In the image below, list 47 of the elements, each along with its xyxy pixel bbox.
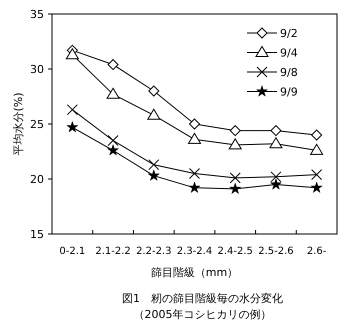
x-tick-label: 2.1-2.2 [95, 246, 131, 257]
point [148, 159, 160, 170]
point [270, 171, 282, 182]
point [229, 182, 241, 194]
point [270, 178, 282, 190]
y-axis-title: 平均水分(%) [12, 92, 25, 156]
x-tick-label: 0-2.1 [59, 246, 86, 257]
point [108, 59, 119, 70]
point [108, 135, 119, 146]
point [230, 172, 241, 184]
x-tick-label: 2.6- [306, 246, 327, 257]
point [66, 48, 79, 60]
y-tick-label: 25 [30, 118, 44, 131]
point [188, 182, 200, 193]
x-axis-title: 篩目階級（mm） [150, 266, 238, 279]
y-tick-label: 20 [30, 173, 44, 186]
point [66, 104, 78, 116]
point [228, 138, 242, 150]
point [310, 182, 322, 193]
x-tick-label: 2.4-2.5 [218, 246, 253, 257]
x-tick-label: 2.2-2.3 [136, 246, 172, 257]
point [189, 118, 200, 130]
x-tick-label: 2.5-2.6 [258, 246, 294, 257]
point [311, 130, 322, 140]
point [66, 121, 78, 132]
y-tick-label: 15 [30, 228, 44, 241]
point [106, 88, 120, 99]
point [107, 144, 119, 156]
point [311, 169, 322, 180]
y-tick-label: 35 [30, 8, 44, 21]
legend-label: 9/9 [280, 86, 298, 98]
point [230, 125, 241, 136]
text: 図1 籾の篩目階級毎の水分変化 [122, 292, 283, 305]
point [270, 125, 282, 136]
x-tick-label: 2.3-2.4 [176, 246, 212, 257]
point [188, 132, 201, 144]
y-tick-label: 30 [30, 63, 44, 76]
legend-label: 9/4 [280, 46, 298, 60]
point [269, 137, 282, 148]
legend-label: 9/2 [280, 27, 298, 40]
point [147, 108, 160, 120]
point [189, 168, 200, 179]
point [310, 144, 324, 155]
text: （2005年コシヒカリの例） [134, 308, 272, 321]
point [148, 170, 160, 181]
point [148, 86, 160, 96]
legend-label: 9/8 [280, 66, 298, 79]
